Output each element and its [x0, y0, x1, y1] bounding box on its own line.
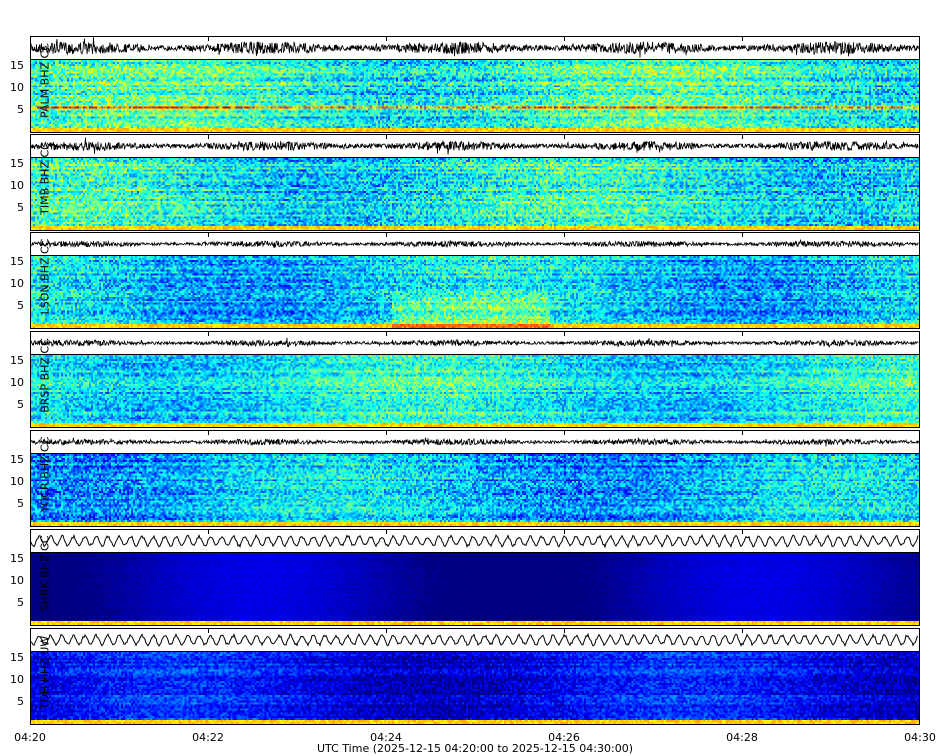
spectrogram-heatmap [31, 553, 919, 625]
y-tick-label: 5 [17, 103, 24, 117]
x-tick-label: 04:30 [904, 731, 936, 744]
y-tick-label: 10 [10, 376, 24, 390]
x-tick-mark [742, 135, 743, 139]
spectrogram [30, 157, 920, 231]
x-tick-mark [386, 135, 387, 139]
y-tick-label: 10 [10, 277, 24, 291]
x-tick-mark [386, 431, 387, 435]
x-axis-label: UTC Time (2025-12-15 04:20:00 to 2025-12… [317, 742, 633, 755]
waveform-line [31, 137, 919, 155]
spectrogram [30, 354, 920, 428]
spectrogram-heatmap [31, 652, 919, 724]
x-tick-mark [208, 233, 209, 237]
x-tick-mark [208, 530, 209, 534]
station-label: LSON BHZ CC [38, 238, 52, 315]
waveform-trace [30, 529, 920, 553]
x-tick-mark [386, 332, 387, 336]
station-label: BRSP BHZ CC [38, 338, 52, 413]
waveform-trace [30, 232, 920, 256]
waveform-line [31, 37, 919, 58]
waveform-trace [30, 430, 920, 454]
spectrogram-heatmap [31, 454, 919, 526]
x-tick-mark [564, 431, 565, 435]
x-tick-mark [742, 431, 743, 435]
spectrogram [30, 255, 920, 329]
x-tick-mark [208, 332, 209, 336]
x-tick-mark [208, 135, 209, 139]
x-tick-mark [564, 332, 565, 336]
spectrogram-heatmap [31, 60, 919, 132]
x-tick-label: 04:26 [548, 731, 580, 744]
station-panel: BRSP BHZ CC 15 10 5 [10, 331, 920, 428]
waveform-line [31, 533, 919, 549]
y-tick-label: 5 [17, 497, 24, 511]
x-tick-mark [564, 530, 565, 534]
spectrogram-heatmap [31, 158, 919, 230]
spectrogram [30, 453, 920, 527]
y-tick-label: 15 [10, 651, 24, 665]
x-tick-label: 04:22 [192, 731, 224, 744]
x-tick-mark [208, 37, 209, 41]
station-label: SHRK BHZ CC [38, 535, 52, 612]
x-tick-label: 04:24 [370, 731, 402, 744]
x-tick-mark [564, 37, 565, 41]
station-label: PALM BHZ CC [38, 43, 52, 118]
x-tick-mark [386, 37, 387, 41]
station-panel: TDH HHZ UW 15 10 5 [10, 628, 920, 725]
x-tick-mark [386, 629, 387, 633]
waveform-trace [30, 331, 920, 355]
spectrogram [30, 552, 920, 626]
station-panel: TIMB BHZ CC 15 10 5 [10, 134, 920, 231]
y-tick-label: 10 [10, 81, 24, 95]
x-tick-mark [742, 629, 743, 633]
spectrogram [30, 59, 920, 133]
x-tick-mark [742, 233, 743, 237]
y-tick-label: 15 [10, 157, 24, 171]
waveform-trace [30, 36, 920, 60]
station-panel: YOCR BHZ CC 15 10 5 [10, 430, 920, 527]
waveform-line [31, 337, 919, 348]
y-tick-label: 5 [17, 596, 24, 610]
x-tick-mark [564, 233, 565, 237]
y-tick-label: 5 [17, 201, 24, 215]
station-panel: PALM BHZ CC 15 10 5 [10, 36, 920, 133]
waveform-trace [30, 628, 920, 652]
x-tick-label: 04:20 [14, 731, 46, 744]
y-tick-label: 5 [17, 299, 24, 313]
x-tick-mark [564, 629, 565, 633]
station-label: YOCR BHZ CC [38, 436, 52, 513]
y-tick-label: 10 [10, 179, 24, 193]
spectrogram-heatmap [31, 355, 919, 427]
y-tick-label: 15 [10, 552, 24, 566]
waveform-line [31, 632, 919, 647]
y-tick-label: 10 [10, 673, 24, 687]
station-label: TDH HHZ UW [38, 635, 52, 710]
x-tick-mark [386, 530, 387, 534]
y-tick-label: 5 [17, 695, 24, 709]
x-tick-mark [208, 629, 209, 633]
y-tick-label: 10 [10, 475, 24, 489]
spectrogram [30, 651, 920, 725]
x-tick-mark [208, 431, 209, 435]
x-tick-label: 04:28 [726, 731, 758, 744]
x-tick-mark [742, 37, 743, 41]
waveform-line [31, 238, 919, 249]
y-tick-label: 15 [10, 255, 24, 269]
x-tick-mark [742, 332, 743, 336]
station-label: TIMB BHZ CC [38, 142, 52, 215]
y-tick-label: 10 [10, 574, 24, 588]
waveform-trace [30, 134, 920, 158]
spectrogram-heatmap [31, 256, 919, 328]
y-tick-label: 5 [17, 398, 24, 412]
waveform-line [31, 437, 919, 447]
y-tick-label: 15 [10, 59, 24, 73]
station-panel: SHRK BHZ CC 15 10 5 [10, 529, 920, 626]
x-tick-mark [564, 135, 565, 139]
y-tick-label: 15 [10, 453, 24, 467]
station-panel: LSON BHZ CC 15 10 5 [10, 232, 920, 329]
y-tick-label: 15 [10, 354, 24, 368]
x-tick-mark [386, 233, 387, 237]
x-tick-mark [742, 530, 743, 534]
